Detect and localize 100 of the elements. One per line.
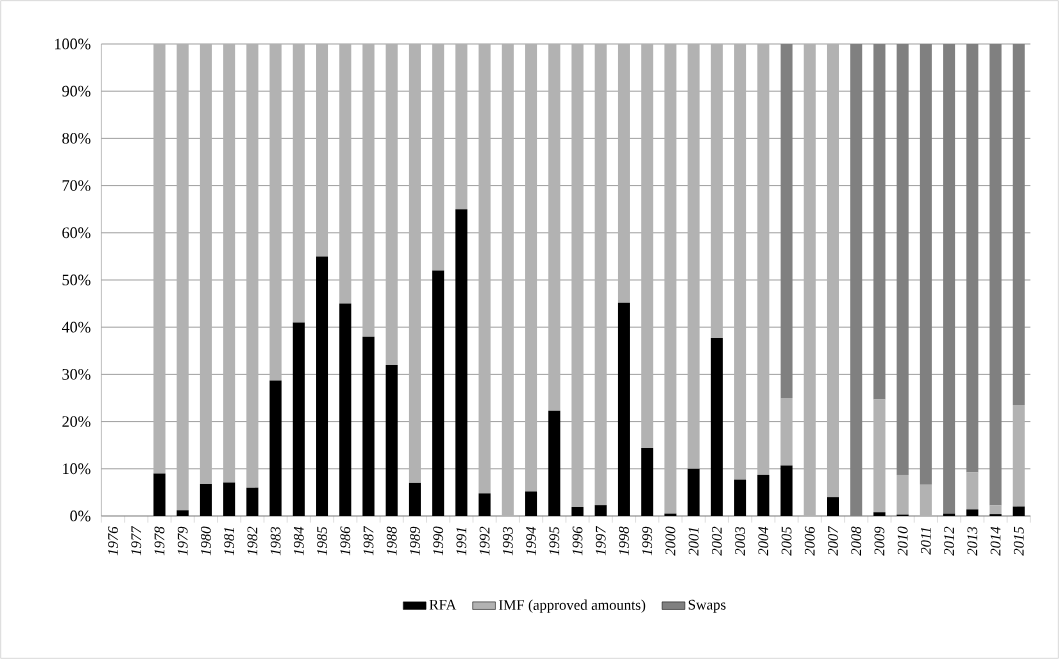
x-tick-label: 1991 xyxy=(456,527,467,556)
x-tick-label: 1995 xyxy=(549,526,560,556)
x-tick-label: 1996 xyxy=(572,526,583,556)
bar xyxy=(501,43,514,516)
bar xyxy=(873,399,886,513)
bar xyxy=(734,479,747,516)
bar xyxy=(292,43,305,323)
y-tick-label: 30% xyxy=(62,368,91,380)
x-tick-label: 2004 xyxy=(758,526,769,556)
bar xyxy=(223,43,236,483)
x-tick-label: 1986 xyxy=(340,526,351,556)
bar xyxy=(176,510,189,516)
x-tick-label: 1998 xyxy=(619,526,629,556)
bar xyxy=(246,487,259,516)
bar xyxy=(362,336,375,516)
x-tick-label: 2005 xyxy=(781,526,792,556)
x-tick-label: 1981 xyxy=(224,527,235,556)
x-tick-label: 1985 xyxy=(317,526,327,556)
x-tick-label: 2002 xyxy=(711,526,722,556)
bar xyxy=(780,465,793,516)
bar xyxy=(780,397,793,466)
x-tick-label: 1988 xyxy=(386,526,397,556)
x-tick-label: 1997 xyxy=(595,525,606,556)
bar xyxy=(176,43,189,511)
bar xyxy=(455,43,468,210)
bar xyxy=(269,380,282,516)
bar xyxy=(199,483,212,516)
bar xyxy=(826,497,839,516)
bar xyxy=(617,43,630,303)
x-tick-label: 2014 xyxy=(990,526,1001,556)
bar xyxy=(757,474,770,516)
bar xyxy=(896,474,909,515)
x-tick-label: 2010 xyxy=(897,526,908,556)
bar xyxy=(1012,405,1025,507)
x-tick-label: 2009 xyxy=(874,526,885,556)
y-tick-label: 10% xyxy=(63,463,91,475)
bar xyxy=(316,43,329,257)
bar xyxy=(641,448,654,516)
bar xyxy=(571,43,584,508)
bar xyxy=(919,484,932,516)
bar xyxy=(246,43,259,488)
bar xyxy=(548,410,561,516)
y-tick-label: 40% xyxy=(61,321,91,333)
bar xyxy=(525,43,538,492)
bar xyxy=(385,364,398,516)
bar xyxy=(664,43,677,514)
y-tick-label: 60% xyxy=(62,227,91,239)
x-tick-label: 1989 xyxy=(409,526,420,556)
bar xyxy=(408,43,421,483)
bar xyxy=(594,505,607,516)
x-tick-label: 2001 xyxy=(688,527,699,556)
bar xyxy=(710,43,723,339)
x-tick-label: 1976 xyxy=(108,526,118,556)
bar xyxy=(478,43,491,494)
bar xyxy=(989,505,1002,515)
bar xyxy=(292,322,305,516)
y-tick-label: 80% xyxy=(62,132,91,144)
x-tick-label: 1979 xyxy=(177,526,188,556)
x-tick-label: 1978 xyxy=(154,526,165,556)
bar xyxy=(571,507,584,516)
bar xyxy=(757,43,770,475)
x-tick-label: 1984 xyxy=(293,526,304,556)
bar xyxy=(455,209,468,516)
bar xyxy=(408,482,421,516)
y-tick-label: 20% xyxy=(62,416,91,428)
bar xyxy=(710,338,723,516)
bar xyxy=(1012,506,1025,516)
bar xyxy=(269,43,282,381)
x-tick-label: 2015 xyxy=(1013,526,1024,556)
x-tick-label: 2007 xyxy=(828,525,838,556)
bar xyxy=(966,509,979,516)
bar xyxy=(803,43,816,516)
x-tick-label: 2000 xyxy=(665,526,676,556)
y-tick-label: 0% xyxy=(70,510,91,522)
bar xyxy=(873,512,886,516)
bar xyxy=(826,43,839,498)
x-tick-label: 1977 xyxy=(131,525,142,556)
x-tick-label: 1993 xyxy=(502,526,513,556)
bar xyxy=(153,473,166,516)
x-tick-label: 1983 xyxy=(270,526,281,556)
bar xyxy=(548,43,561,411)
y-tick-label: 70% xyxy=(62,180,91,192)
bar xyxy=(153,43,166,474)
bar xyxy=(316,256,329,516)
bar xyxy=(966,472,979,510)
bar xyxy=(432,270,445,516)
y-tick-label: 50% xyxy=(62,274,91,286)
x-tick-label: 2008 xyxy=(851,526,862,556)
legend-label: RFA xyxy=(429,599,457,610)
x-tick-label: 2003 xyxy=(735,526,746,556)
bar xyxy=(641,43,654,449)
x-tick-label: 2013 xyxy=(967,526,978,556)
bar xyxy=(339,43,352,304)
bar xyxy=(432,43,445,271)
x-tick-label: 1990 xyxy=(433,526,444,556)
bar xyxy=(617,302,630,516)
bar xyxy=(362,43,375,337)
bar xyxy=(734,43,747,480)
legend-label: IMF (approved amounts) xyxy=(498,599,646,613)
bar xyxy=(687,43,700,469)
